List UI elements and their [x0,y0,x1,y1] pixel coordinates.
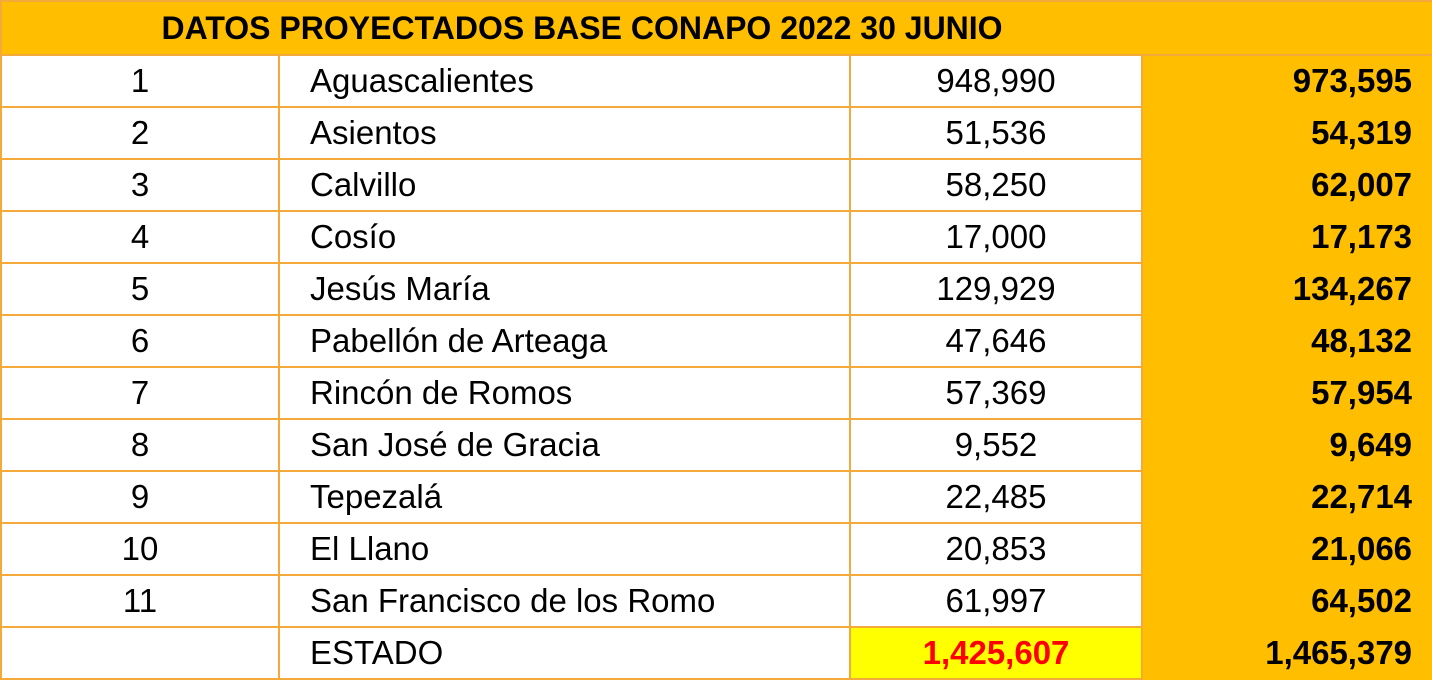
population-value-cell[interactable]: 47,646 [849,314,1143,368]
population-value-cell[interactable]: 51,536 [849,106,1143,160]
table-row: 4 Cosío 17,000 17,173 [0,210,1432,264]
projected-value-cell[interactable]: 62,007 [1140,158,1432,212]
table-row: 10 El Llano 20,853 21,066 [0,522,1432,576]
table-row: 9 Tepezalá 22,485 22,714 [0,470,1432,524]
projected-value-cell[interactable]: 57,954 [1140,366,1432,420]
row-number-cell[interactable]: 9 [0,470,280,524]
projected-value-cell[interactable]: 22,714 [1140,470,1432,524]
total-row: ESTADO 1,425,607 1,465,379 [0,626,1432,680]
total-label-cell[interactable]: ESTADO [278,626,851,680]
municipality-name-cell[interactable]: El Llano [278,522,851,576]
row-number-cell[interactable]: 2 [0,106,280,160]
municipality-name-cell[interactable]: Tepezalá [278,470,851,524]
population-value-cell[interactable]: 948,990 [849,54,1143,108]
population-value-cell[interactable]: 58,250 [849,158,1143,212]
total-value-cell[interactable]: 1,425,607 [849,626,1143,680]
title-row: DATOS PROYECTADOS BASE CONAPO 2022 30 JU… [0,0,1432,56]
municipality-name-cell[interactable]: Calvillo [278,158,851,212]
table-title[interactable]: DATOS PROYECTADOS BASE CONAPO 2022 30 JU… [0,0,1432,56]
projected-value-cell[interactable]: 21,066 [1140,522,1432,576]
total-projected-cell[interactable]: 1,465,379 [1140,626,1432,680]
row-number-cell[interactable]: 11 [0,574,280,628]
municipality-name-cell[interactable]: Cosío [278,210,851,264]
municipality-name-cell[interactable]: Aguascalientes [278,54,851,108]
municipality-name-cell[interactable]: San Francisco de los Romo [278,574,851,628]
row-number-cell[interactable]: 3 [0,158,280,212]
table-row: 5 Jesús María 129,929 134,267 [0,262,1432,316]
row-number-cell[interactable]: 10 [0,522,280,576]
projected-value-cell[interactable]: 64,502 [1140,574,1432,628]
population-value-cell[interactable]: 17,000 [849,210,1143,264]
row-number-cell[interactable]: 8 [0,418,280,472]
row-number-cell[interactable]: 1 [0,54,280,108]
population-table: DATOS PROYECTADOS BASE CONAPO 2022 30 JU… [0,0,1432,680]
table-row: 2 Asientos 51,536 54,319 [0,106,1432,160]
population-value-cell[interactable]: 22,485 [849,470,1143,524]
population-value-cell[interactable]: 129,929 [849,262,1143,316]
population-value-cell[interactable]: 20,853 [849,522,1143,576]
table-row: 6 Pabellón de Arteaga 47,646 48,132 [0,314,1432,368]
projected-value-cell[interactable]: 54,319 [1140,106,1432,160]
municipality-name-cell[interactable]: San José de Gracia [278,418,851,472]
row-number-cell[interactable]: 7 [0,366,280,420]
municipality-name-cell[interactable]: Rincón de Romos [278,366,851,420]
municipality-name-cell[interactable]: Jesús María [278,262,851,316]
municipality-name-cell[interactable]: Pabellón de Arteaga [278,314,851,368]
projected-value-cell[interactable]: 973,595 [1140,54,1432,108]
table-row: 1 Aguascalientes 948,990 973,595 [0,54,1432,108]
table-row: 11 San Francisco de los Romo 61,997 64,502 [0,574,1432,628]
population-value-cell[interactable]: 57,369 [849,366,1143,420]
population-value-cell[interactable]: 9,552 [849,418,1143,472]
table-row: 8 San José de Gracia 9,552 9,649 [0,418,1432,472]
projected-value-cell[interactable]: 17,173 [1140,210,1432,264]
total-empty-cell[interactable] [0,626,280,680]
row-number-cell[interactable]: 6 [0,314,280,368]
projected-value-cell[interactable]: 48,132 [1140,314,1432,368]
row-number-cell[interactable]: 5 [0,262,280,316]
row-number-cell[interactable]: 4 [0,210,280,264]
projected-value-cell[interactable]: 9,649 [1140,418,1432,472]
table-row: 7 Rincón de Romos 57,369 57,954 [0,366,1432,420]
projected-value-cell[interactable]: 134,267 [1140,262,1432,316]
municipality-name-cell[interactable]: Asientos [278,106,851,160]
table-row: 3 Calvillo 58,250 62,007 [0,158,1432,212]
population-value-cell[interactable]: 61,997 [849,574,1143,628]
